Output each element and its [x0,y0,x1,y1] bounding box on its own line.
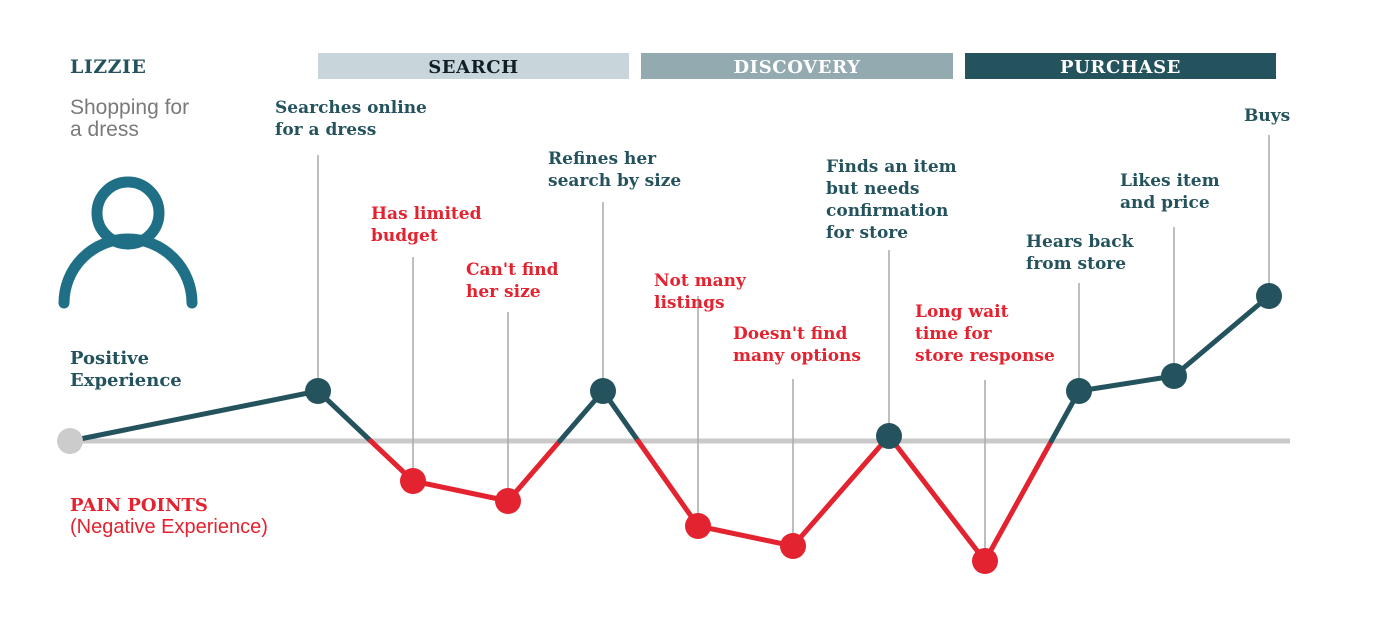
touchpoint-label: Hears back from store [1026,232,1135,274]
person-icon [58,176,198,309]
persona-goal-line-1: Shopping for [70,96,189,119]
journey-line-segment [890,438,988,564]
journey-line-segment [505,438,563,504]
stage-search: SEARCH [318,53,629,79]
journey-line-segment [635,438,701,529]
stage-purchase: PURCHASE [965,53,1276,79]
persona-goal-line-2: a dress [70,118,139,141]
journey-line-segment [1171,293,1272,379]
positive-label-line-2: Experience [70,370,182,391]
stage-bars: SEARCH DISCOVERY PURCHASE [318,53,1276,79]
touchpoint-label: Likes item and price [1120,171,1220,213]
journey-line-segment [67,388,321,444]
stage-discovery: DISCOVERY [641,53,953,79]
pain-points-subtitle: (Negative Experience) [70,516,268,538]
stage-bar-purchase [965,53,1276,79]
pain-point-marker [495,488,521,514]
pain-point-marker [400,468,426,494]
journey-line-segment [982,438,1054,564]
touchpoint-label: Refines her search by size [548,149,681,191]
positive-point-marker [1161,363,1187,389]
touchpoint-labels: Searches online for a dress Has limited bud… [275,98,1290,366]
journey-line-segment [410,478,511,504]
positive-point-marker [876,423,902,449]
stage-label-purchase: PURCHASE [1060,57,1181,78]
pain-point-marker [780,533,806,559]
pain-point-label: Has limited budget [371,204,482,246]
leader-lines [317,135,1270,561]
persona: LIZZIE Shopping for a dress [58,56,198,309]
pain-point-marker [972,548,998,574]
positive-label-line-1: Positive [70,348,149,369]
touchpoint-label: Searches online for a dress [275,98,427,140]
pain-point-label: Doesn't find many options [733,324,861,366]
persona-name: LIZZIE [70,56,146,78]
positive-point-marker [590,378,616,404]
journey-line-segment [695,523,796,549]
stage-label-search: SEARCH [428,57,519,78]
pain-point-label: Long wait time for store response [915,302,1055,366]
pain-point-label: Can't find her size [466,260,559,302]
journey-points [57,283,1282,574]
touchpoint-label: Buys [1244,106,1290,126]
stage-label-discovery: DISCOVERY [733,57,861,78]
journey-line-segment [790,438,888,549]
positive-point-marker [1066,378,1092,404]
start-point [57,428,83,454]
journey-line-segment [1076,373,1177,394]
touchpoint-label: Finds an item but needs confirmation for st… [826,157,957,243]
stage-bar-search [318,53,629,79]
pain-points-title: PAIN POINTS [70,495,208,516]
axis-labels: Positive Experience PAIN POINTS (Negativ… [70,348,268,538]
pain-point-marker [685,513,711,539]
positive-point-marker [1256,283,1282,309]
pain-point-label: Not many listings [654,271,747,313]
positive-point-marker [305,378,331,404]
stage-bar-discovery [641,53,953,79]
